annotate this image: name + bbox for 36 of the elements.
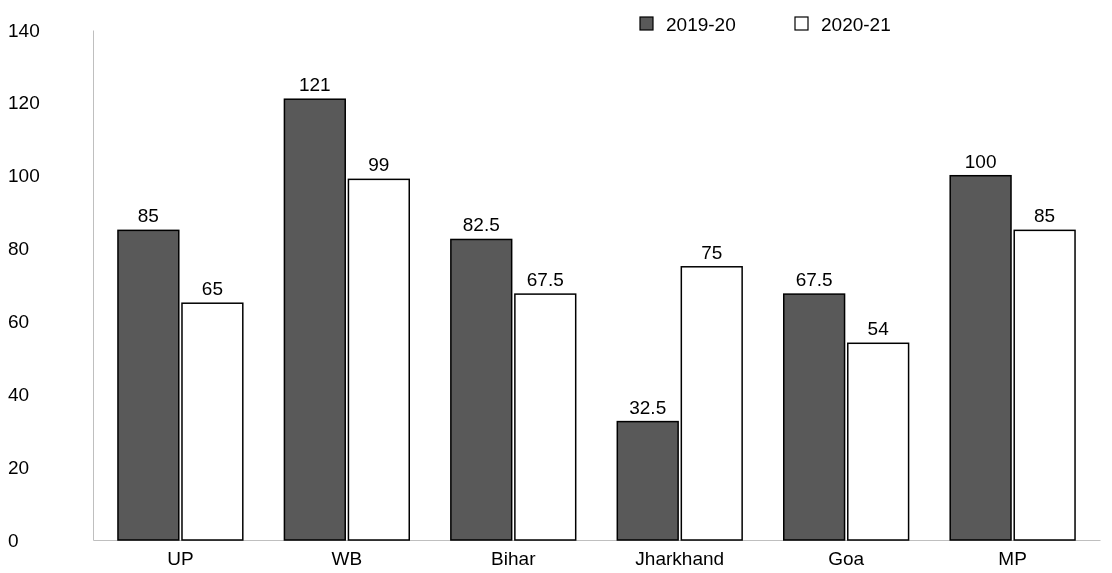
x-tick-label: Bihar bbox=[491, 548, 537, 570]
data-label: 85 bbox=[1034, 205, 1056, 227]
bar bbox=[514, 293, 577, 541]
data-label: 100 bbox=[964, 150, 997, 172]
x-tick-label: Jharkhand bbox=[635, 548, 725, 570]
legend-label: 2019-20 bbox=[666, 13, 736, 35]
data-label: 82.5 bbox=[462, 214, 500, 236]
data-label: 75 bbox=[701, 241, 723, 263]
y-tick-label: 20 bbox=[8, 456, 30, 478]
y-tick-label: 0 bbox=[8, 529, 19, 551]
data-label: 67.5 bbox=[795, 269, 833, 291]
bar bbox=[347, 178, 410, 541]
legend-label: 2020-21 bbox=[821, 13, 891, 35]
bar bbox=[283, 98, 346, 541]
bar bbox=[783, 293, 846, 541]
bar bbox=[616, 420, 679, 541]
x-tick-label: Goa bbox=[828, 548, 865, 570]
data-label: 67.5 bbox=[526, 269, 564, 291]
y-tick-label: 80 bbox=[8, 238, 30, 260]
bar bbox=[450, 238, 513, 541]
bar bbox=[847, 342, 910, 541]
data-label: 99 bbox=[368, 154, 390, 176]
data-label: 121 bbox=[298, 74, 331, 96]
y-tick-label: 60 bbox=[8, 311, 30, 333]
x-tick-label: WB bbox=[331, 548, 363, 570]
data-label: 65 bbox=[201, 278, 223, 300]
data-label: 85 bbox=[137, 205, 159, 227]
x-tick-label: MP bbox=[998, 548, 1027, 570]
y-tick-label: 40 bbox=[8, 383, 30, 405]
y-tick-label: 140 bbox=[8, 19, 40, 41]
y-tick-label: 100 bbox=[8, 165, 40, 187]
bar bbox=[680, 266, 743, 541]
y-tick-label: 120 bbox=[8, 92, 40, 114]
x-tick-label: UP bbox=[167, 548, 194, 570]
data-label: 32.5 bbox=[629, 396, 667, 418]
data-label: 54 bbox=[867, 318, 890, 340]
